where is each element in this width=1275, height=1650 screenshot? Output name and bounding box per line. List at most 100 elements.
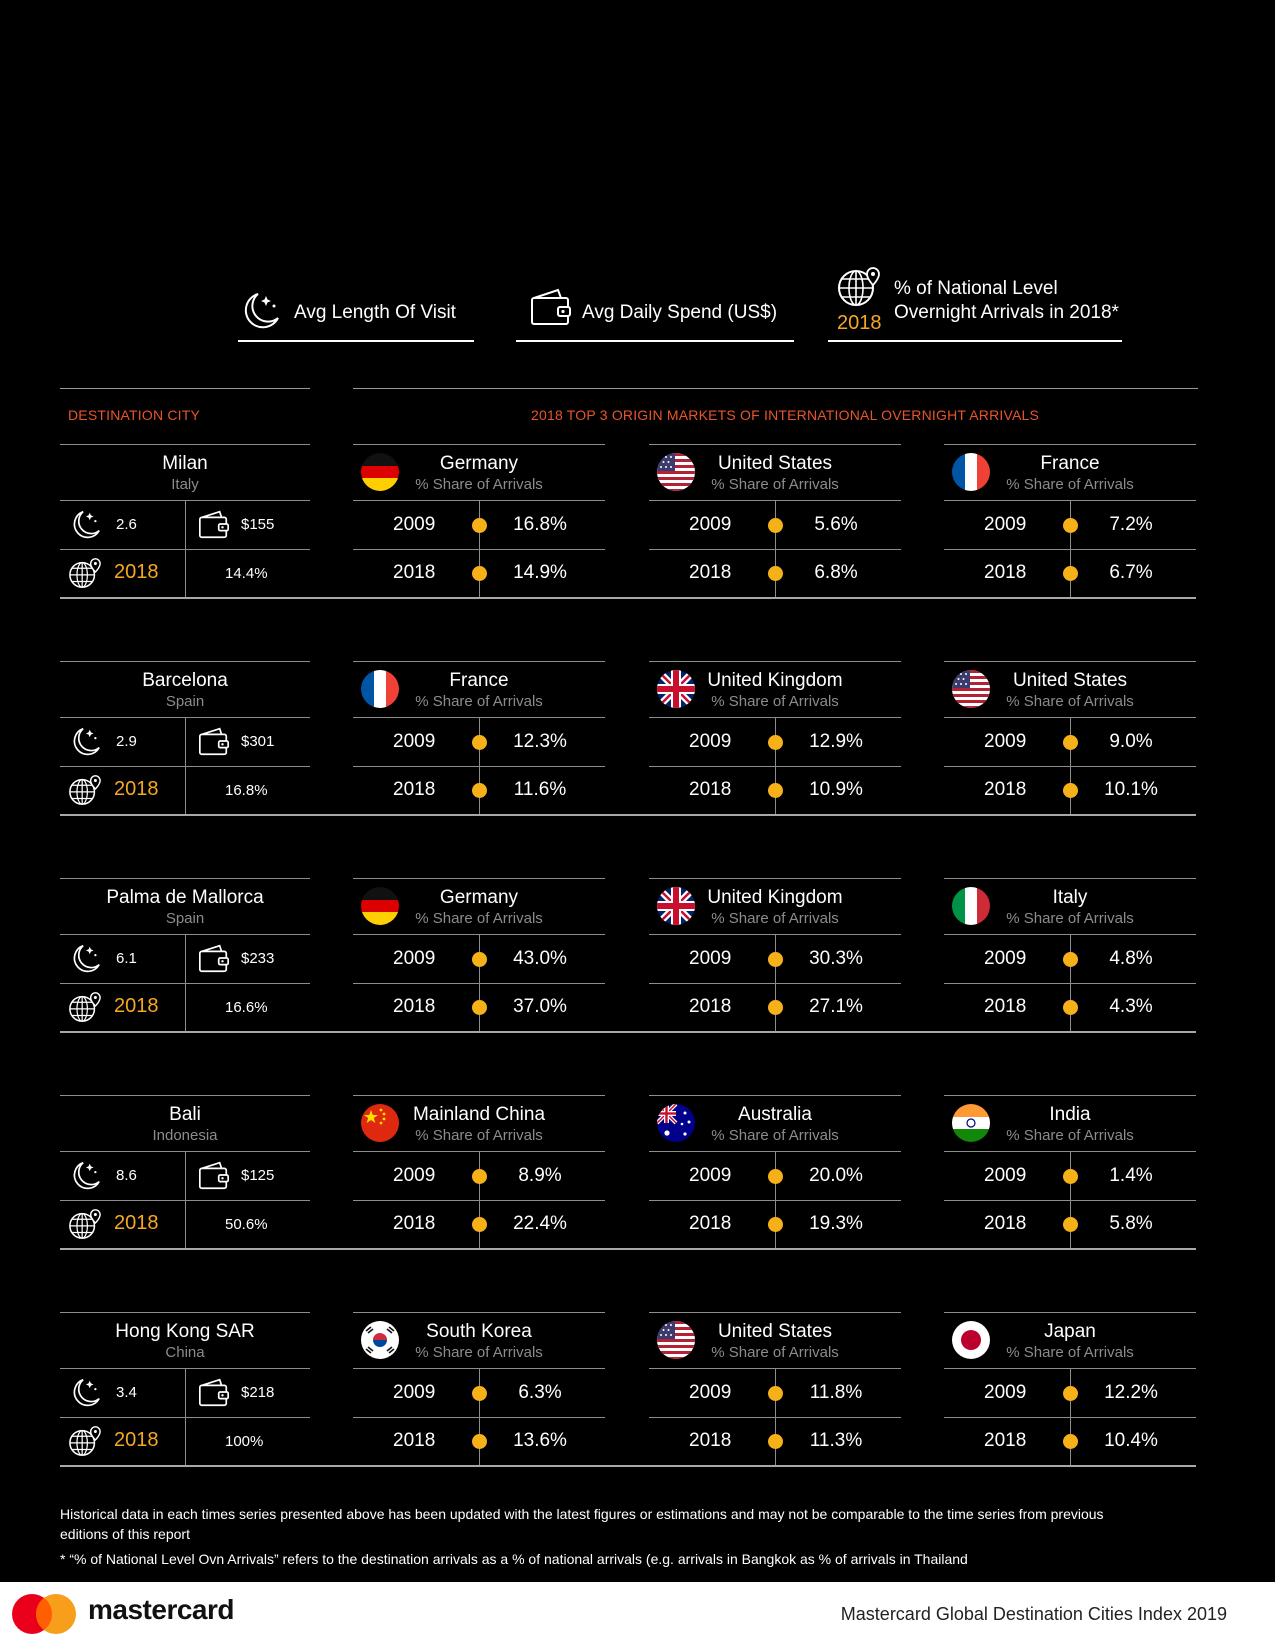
timeline-dot <box>768 1217 783 1232</box>
market-top-rule <box>944 878 1196 879</box>
timeline-dot <box>1063 1217 1078 1232</box>
share-2018-value: 4.3% <box>1086 996 1176 1018</box>
market-subtitle: % Share of Arrivals <box>379 1344 579 1361</box>
year-2009-label: 2009 <box>984 731 1026 753</box>
share-2009-value: 7.2% <box>1086 514 1176 536</box>
market-subtitle: % Share of Arrivals <box>675 1344 875 1361</box>
year-2018-label: 2018 <box>689 562 731 584</box>
year-2018-label: 2018 <box>984 1430 1026 1452</box>
market-name: France <box>970 453 1170 475</box>
share-2009-value: 9.0% <box>1086 731 1176 753</box>
share-2009-value: 5.6% <box>791 514 881 536</box>
market-subtitle: % Share of Arrivals <box>675 693 875 710</box>
city-top-rule <box>60 1312 310 1313</box>
globe-pin-icon <box>68 990 102 1029</box>
year-2009-label: 2009 <box>393 731 435 753</box>
year-2009-label: 2009 <box>689 1382 731 1404</box>
market-subtitle: % Share of Arrivals <box>379 910 579 927</box>
market-subtitle: % Share of Arrivals <box>970 476 1170 493</box>
timeline-dot <box>768 783 783 798</box>
legend-share-underline <box>828 340 1122 342</box>
avg-spend-value: $233 <box>241 950 274 967</box>
year-2018-label: 2018 <box>689 1430 731 1452</box>
city-top-rule <box>60 444 310 445</box>
share-2009-value: 1.4% <box>1086 1165 1176 1187</box>
market-divider <box>1070 717 1071 814</box>
market-divider <box>775 717 776 814</box>
footer: mastercard Mastercard Global Destination… <box>0 1582 1275 1650</box>
legend-share-line2: Overnight Arrivals in 2018* <box>894 302 1119 324</box>
city-name: Milan <box>60 453 310 475</box>
row-bottom-rule <box>60 597 1196 599</box>
share-2018-value: 10.1% <box>1086 779 1176 801</box>
brand-wordmark: mastercard <box>88 1594 234 1626</box>
market-top-rule <box>353 661 605 662</box>
city-name: Palma de Mallorca <box>60 887 310 909</box>
share-year-label: 2018 <box>114 995 159 1018</box>
wallet-icon <box>528 284 574 330</box>
market-subtitle: % Share of Arrivals <box>970 1127 1170 1144</box>
share-2009-value: 12.2% <box>1086 1382 1176 1404</box>
destination-header: DESTINATION CITY <box>68 407 200 423</box>
timeline-dot <box>1063 1434 1078 1449</box>
wallet-icon <box>197 941 231 980</box>
timeline-dot <box>768 1169 783 1184</box>
report-title: Mastercard Global Destination Cities Ind… <box>841 1604 1227 1625</box>
year-2018-label: 2018 <box>393 562 435 584</box>
market-subtitle: % Share of Arrivals <box>379 476 579 493</box>
wallet-icon <box>197 1158 231 1197</box>
market-name: United Kingdom <box>675 670 875 692</box>
legend-spend-label: Avg Daily Spend (US$) <box>582 302 777 324</box>
year-2009-label: 2009 <box>689 948 731 970</box>
market-name: South Korea <box>379 1321 579 1343</box>
globe-pin-icon <box>68 556 102 595</box>
share-2009-value: 8.9% <box>495 1165 585 1187</box>
timeline-dot <box>472 1000 487 1015</box>
market-divider <box>1070 1151 1071 1248</box>
share-2009-value: 20.0% <box>791 1165 881 1187</box>
timeline-dot <box>768 1434 783 1449</box>
city-country: Spain <box>60 693 310 710</box>
share-2018-value: 5.8% <box>1086 1213 1176 1235</box>
legend-share: 2018 % of National Level Overnight Arriv… <box>828 262 1122 342</box>
legend-length: Avg Length Of Visit <box>238 262 474 342</box>
legend-length-underline <box>238 340 474 342</box>
market-subtitle: % Share of Arrivals <box>675 910 875 927</box>
share-year-label: 2018 <box>114 1429 159 1452</box>
legend-length-label: Avg Length Of Visit <box>294 302 456 324</box>
market-divider <box>775 1368 776 1465</box>
national-share-value: 14.4% <box>225 565 268 582</box>
share-2009-value: 16.8% <box>495 514 585 536</box>
footnotes: Historical data in each times series pre… <box>60 1504 1120 1569</box>
year-2018-label: 2018 <box>393 996 435 1018</box>
avg-length-value: 2.9 <box>116 733 137 750</box>
timeline-dot <box>1063 1000 1078 1015</box>
legend-share-line1: % of National Level <box>894 278 1058 300</box>
timeline-dot <box>472 783 487 798</box>
globe-pin-icon <box>68 1207 102 1246</box>
city-country: Italy <box>60 476 310 493</box>
year-2018-label: 2018 <box>984 779 1026 801</box>
share-2018-value: 19.3% <box>791 1213 881 1235</box>
market-name: United States <box>675 1321 875 1343</box>
market-top-rule <box>353 1312 605 1313</box>
city-divider <box>185 1368 186 1465</box>
market-name: India <box>970 1104 1170 1126</box>
timeline-dot <box>472 1434 487 1449</box>
timeline-dot <box>472 518 487 533</box>
year-2018-label: 2018 <box>689 1213 731 1235</box>
markets-header-rule <box>353 388 1198 389</box>
market-subtitle: % Share of Arrivals <box>675 476 875 493</box>
share-2009-value: 11.8% <box>791 1382 881 1404</box>
share-2009-value: 6.3% <box>495 1382 585 1404</box>
city-divider <box>185 500 186 597</box>
timeline-dot <box>768 952 783 967</box>
market-divider <box>479 500 480 597</box>
market-top-rule <box>649 878 901 879</box>
market-divider <box>1070 934 1071 1031</box>
timeline-dot <box>1063 518 1078 533</box>
share-2009-value: 43.0% <box>495 948 585 970</box>
city-country: Indonesia <box>60 1127 310 1144</box>
market-top-rule <box>649 1312 901 1313</box>
market-top-rule <box>944 1095 1196 1096</box>
